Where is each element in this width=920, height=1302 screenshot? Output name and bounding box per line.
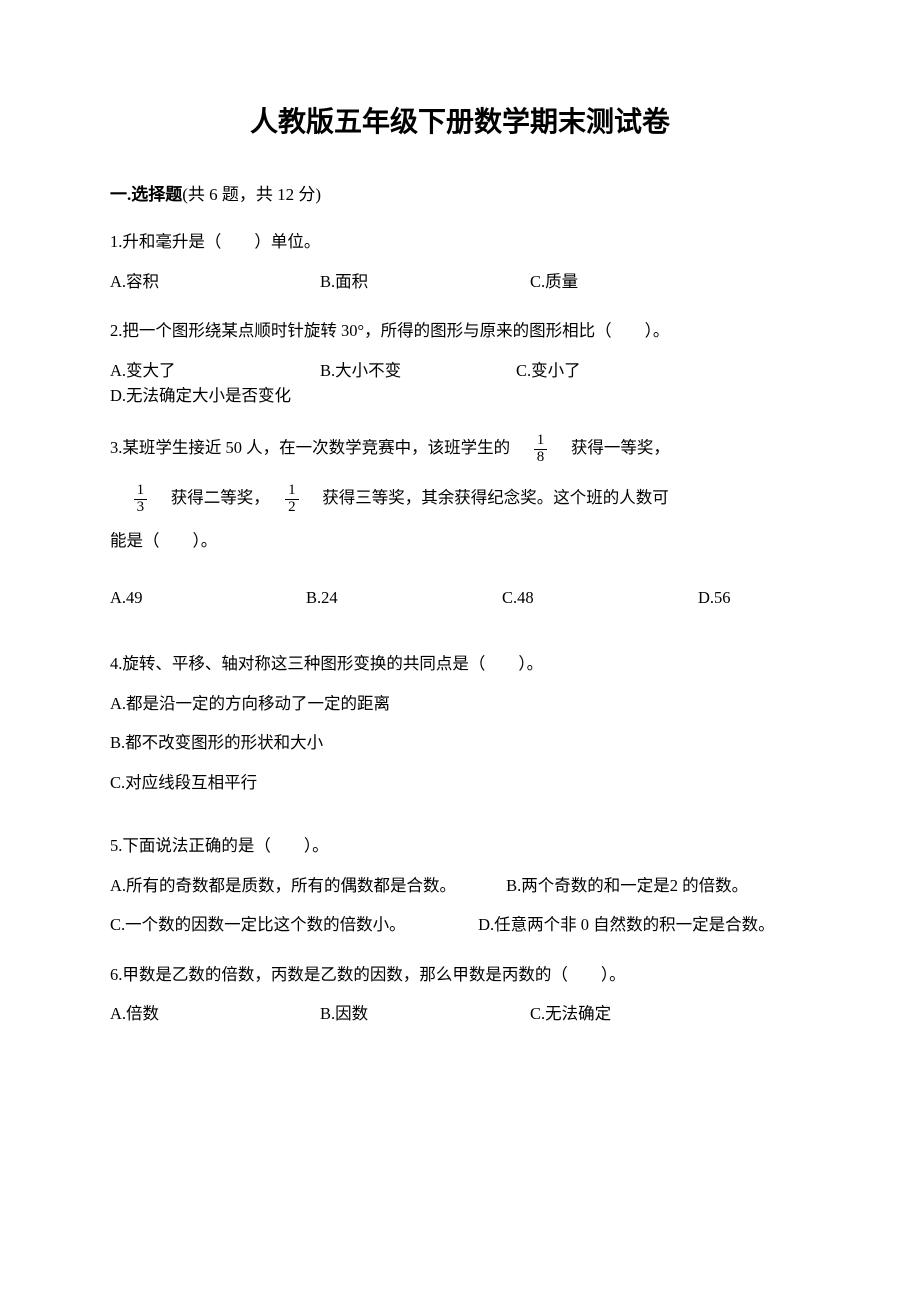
question-6: 6.甲数是乙数的倍数，丙数是乙数的因数，那么甲数是丙数的（ ）。 A.倍数 B.… xyxy=(110,962,810,1027)
option-c: C.48 xyxy=(502,585,698,611)
section-meta: (共 6 题，共 12 分) xyxy=(182,185,321,204)
question-options: A.容积 B.面积 C.质量 xyxy=(110,269,810,295)
option-d: D.无法确定大小是否变化 xyxy=(110,383,810,409)
question-2: 2.把一个图形绕某点顺时针旋转 30°，所得的图形与原来的图形相比（ ）。 A.… xyxy=(110,318,810,409)
option-a: A.倍数 xyxy=(110,1001,320,1027)
question-options: A.倍数 B.因数 C.无法确定 xyxy=(110,1001,810,1027)
option-b: B.大小不变 xyxy=(320,358,516,384)
question-options: A.变大了 B.大小不变 C.变小了 D.无法确定大小是否变化 xyxy=(110,358,810,409)
option-c: C.无法确定 xyxy=(530,1001,740,1027)
fraction-1-2: 1 2 xyxy=(285,483,299,516)
option-c: C.对应线段互相平行 xyxy=(110,770,810,796)
fraction-1-3: 1 3 xyxy=(134,483,148,516)
option-a: A.都是沿一定的方向移动了一定的距离 xyxy=(110,691,810,717)
option-c: C.质量 xyxy=(530,269,740,295)
question-options: A.都是沿一定的方向移动了一定的距离 B.都不改变图形的形状和大小 C.对应线段… xyxy=(110,691,810,810)
page-title: 人教版五年级下册数学期末测试卷 xyxy=(110,100,810,140)
q3-line3: 能是（ ）。 xyxy=(110,528,810,554)
question-4: 4.旋转、平移、轴对称这三种图形变换的共同点是（ ）。 A.都是沿一定的方向移动… xyxy=(110,651,810,809)
question-5: 5.下面说法正确的是（ ）。 A.所有的奇数都是质数，所有的偶数都是合数。 B.… xyxy=(110,833,810,938)
question-text: 3.某班学生接近 50 人，在一次数学竞赛中，该班学生的 1 8 获得一等奖， xyxy=(110,433,810,466)
question-text: 5.下面说法正确的是（ ）。 xyxy=(110,833,810,859)
question-1: 1.升和毫升是（ ）单位。 A.容积 B.面积 C.质量 xyxy=(110,229,810,294)
question-text: 2.把一个图形绕某点顺时针旋转 30°，所得的图形与原来的图形相比（ ）。 xyxy=(110,318,810,344)
option-c: C.变小了 xyxy=(516,358,712,384)
option-b: B.两个奇数的和一定是2 的倍数。 xyxy=(506,876,748,895)
question-options: A.所有的奇数都是质数，所有的偶数都是合数。 B.两个奇数的和一定是2 的倍数。… xyxy=(110,873,810,938)
option-b: B.面积 xyxy=(320,269,530,295)
q3-part2-mid: 获得二等奖， xyxy=(154,488,278,507)
question-text: 6.甲数是乙数的倍数，丙数是乙数的因数，那么甲数是丙数的（ ）。 xyxy=(110,962,810,988)
q3-part2-before xyxy=(110,488,127,507)
option-b: B.24 xyxy=(306,585,502,611)
question-text: 1.升和毫升是（ ）单位。 xyxy=(110,229,810,255)
option-a: A.容积 xyxy=(110,269,320,295)
q3-part1: 3.某班学生接近 50 人，在一次数学竞赛中，该班学生的 xyxy=(110,438,527,457)
option-b: B.都不改变图形的形状和大小 xyxy=(110,730,810,756)
option-c: C.一个数的因数一定比这个数的倍数小。 xyxy=(110,912,474,938)
q3-part2-after: 获得三等奖，其余获得纪念奖。这个班的人数可 xyxy=(306,488,669,507)
question-options: A.49 B.24 C.48 D.56 xyxy=(110,585,810,611)
option-d: D.任意两个非 0 自然数的积一定是合数。 xyxy=(478,915,775,934)
question-3: 3.某班学生接近 50 人，在一次数学竞赛中，该班学生的 1 8 获得一等奖， … xyxy=(110,433,810,611)
q3-line2: 1 3 获得二等奖， 1 2 获得三等奖，其余获得纪念奖。这个班的人数可 xyxy=(110,483,810,516)
option-d: D.56 xyxy=(698,585,810,611)
section-header: 一.选择题(共 6 题，共 12 分) xyxy=(110,180,810,205)
q3-part1-after: 获得一等奖， xyxy=(554,438,670,457)
option-a: A.变大了 xyxy=(110,358,320,384)
option-b: B.因数 xyxy=(320,1001,530,1027)
option-a: A.49 xyxy=(110,585,306,611)
option-a: A.所有的奇数都是质数，所有的偶数都是合数。 xyxy=(110,873,502,899)
fraction-1-8: 1 8 xyxy=(534,433,548,466)
section-label: 一.选择题 xyxy=(110,185,182,204)
question-text: 4.旋转、平移、轴对称这三种图形变换的共同点是（ ）。 xyxy=(110,651,810,677)
